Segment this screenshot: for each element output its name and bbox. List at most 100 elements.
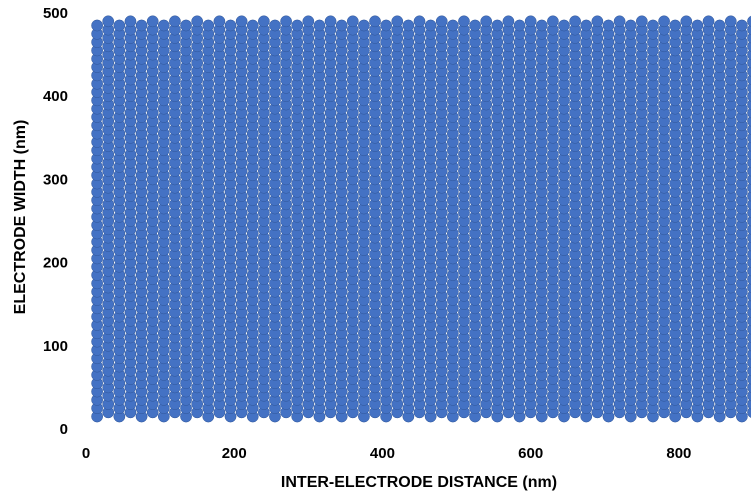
data-point [91,19,103,32]
data-point [202,19,215,32]
x-axis-title: INTER-ELECTRODE DISTANCE (nm) [281,474,557,491]
data-point [747,315,751,327]
x-tick-label: 400 [370,445,395,462]
data-point [747,24,751,36]
data-point [747,115,751,127]
y-tick-label: 200 [43,255,68,272]
data-point [302,15,315,28]
data-point [635,15,648,28]
data-point [747,182,751,194]
data-point [747,348,751,360]
y-tick-label: 400 [43,88,68,105]
data-point [169,15,181,28]
data-point [258,15,270,28]
data-point [747,173,751,185]
data-point [747,356,751,368]
data-point [747,57,751,69]
data-point [747,406,751,418]
data-point [747,107,751,119]
data-point [358,19,370,32]
data-point [380,19,392,32]
data-point [747,190,751,202]
data-point [113,19,126,32]
data-point [613,15,626,28]
data-point [102,15,115,28]
data-point [747,65,751,77]
data-point [747,381,751,393]
data-point [747,323,751,335]
data-point [480,15,493,28]
data-point [513,19,526,32]
data-point [413,15,426,28]
data-point [747,373,751,385]
data-point [747,198,751,210]
data-point [747,165,751,177]
data-point [747,15,751,27]
data-point [180,19,192,32]
data-point [747,207,751,219]
data-point [424,19,437,32]
data-point [624,19,637,32]
data-point [747,49,751,61]
data-point [747,265,751,277]
data-point [747,157,751,169]
data-point [747,298,751,310]
data-point [502,15,515,28]
data-point [547,15,559,28]
y-tick-labels: 0 100 200 300 400 500 [43,5,68,438]
data-point [235,15,248,28]
data-point [213,15,226,28]
data-point [591,15,604,28]
data-point [157,19,170,32]
data-point [313,19,326,32]
data-points [91,15,751,423]
x-tick-label: 200 [222,445,247,462]
x-tick-label: 0 [82,445,90,462]
data-point [747,148,751,160]
data-point [747,390,751,402]
data-point [469,19,481,32]
data-point [669,19,682,32]
data-point [658,15,670,28]
data-point [280,15,292,28]
data-point [747,223,751,235]
data-point [580,19,593,32]
data-point [724,15,737,28]
data-point [747,123,751,135]
data-point [524,15,537,28]
x-tick-labels: 0 200 400 600 800 [82,445,692,462]
data-point [391,15,404,28]
data-point [747,74,751,86]
data-point [458,15,470,28]
data-point [569,15,581,28]
data-point [747,307,751,319]
data-point [124,15,137,28]
data-point [747,340,751,352]
x-tick-label: 600 [518,445,543,462]
data-point [135,19,148,32]
data-point [747,90,751,102]
data-point [747,232,751,244]
data-point [680,15,693,28]
data-point [602,19,615,32]
data-point [747,331,751,343]
data-point [269,19,281,32]
data-point [747,398,751,410]
data-point [747,240,751,252]
data-point [747,282,751,294]
data-point [747,40,751,52]
data-point [346,15,359,28]
y-axis-title: ELECTRODE WIDTH (nm) [12,120,29,315]
y-tick-label: 100 [43,338,68,355]
data-point [647,19,659,32]
data-point [558,19,570,32]
data-point [224,19,237,32]
data-point [747,290,751,302]
data-point [447,19,459,32]
data-point [747,215,751,227]
data-point [713,19,726,32]
data-point [747,99,751,111]
y-tick-label: 0 [60,421,68,438]
data-point [246,19,259,32]
